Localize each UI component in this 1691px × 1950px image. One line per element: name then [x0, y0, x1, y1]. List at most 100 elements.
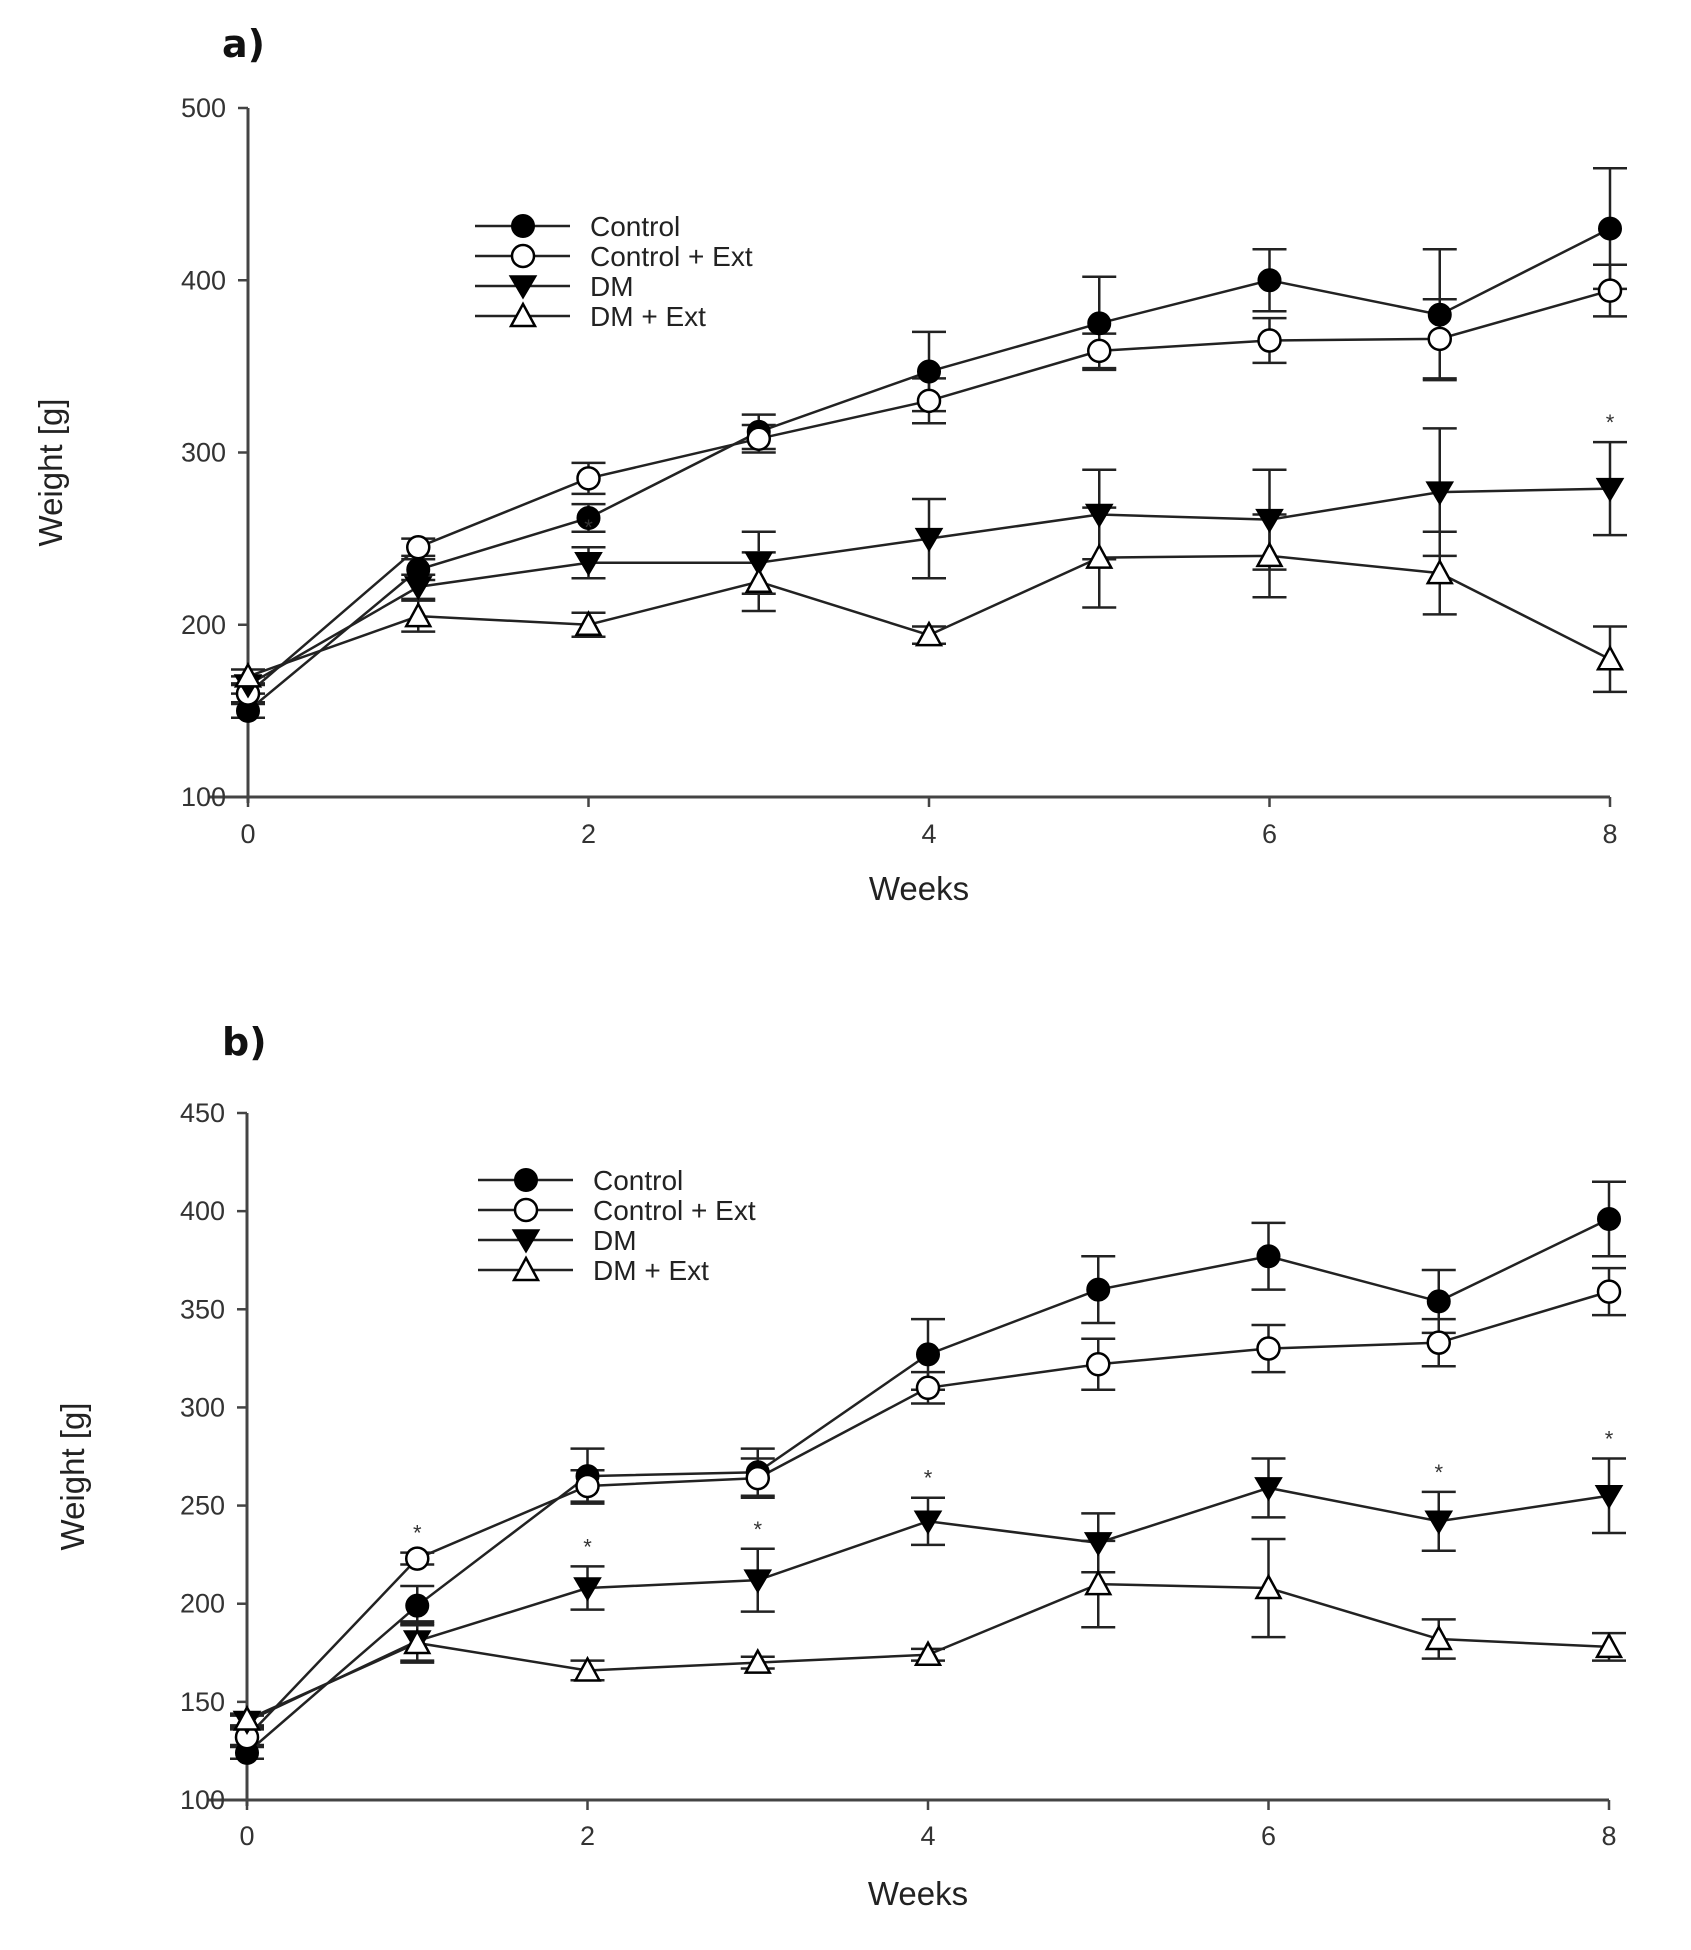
data-point	[746, 426, 771, 451]
y-tick-label: 350	[180, 1294, 225, 1324]
data-point	[573, 1577, 602, 1602]
chart-b: 100 150 200 250 300 350 400 450 0 2 4 6 8 Weeks Weight…	[54, 1098, 1626, 1912]
panel-label-a: a)	[222, 22, 266, 66]
data-point	[916, 1342, 940, 1367]
significance-marker: *	[753, 1517, 762, 1542]
data-point	[405, 1546, 430, 1571]
data-point	[744, 567, 773, 593]
panel-label-b: b)	[222, 1020, 267, 1064]
y-tick-label: 150	[180, 1687, 225, 1717]
legend-marker	[511, 1229, 541, 1254]
y-tick-label: 300	[180, 1392, 225, 1422]
data-point	[1594, 1485, 1624, 1510]
data-point	[1425, 558, 1454, 585]
data-point	[574, 551, 603, 577]
data-point	[743, 1647, 772, 1674]
significance-marker: *	[924, 1466, 933, 1491]
x-axis-title: Weeks	[868, 1875, 968, 1912]
x-tick-label: 4	[921, 819, 936, 849]
data-point	[1427, 326, 1452, 352]
x-axis-title: Weeks	[869, 870, 969, 907]
legend-label: DM	[593, 1225, 637, 1256]
y-tick-label: 500	[181, 93, 226, 123]
data-point	[1086, 1277, 1111, 1302]
data-point	[1086, 1351, 1111, 1377]
y-tick-label: 300	[181, 438, 226, 468]
legend-label: Control + Ext	[590, 241, 753, 272]
x-tick-label: 2	[581, 819, 596, 849]
data-point	[1426, 1289, 1451, 1314]
data-point	[913, 1640, 943, 1666]
y-tick-label: 400	[180, 1196, 225, 1226]
data-point	[1424, 1510, 1454, 1535]
legend-label: Control + Ext	[593, 1195, 756, 1226]
x-tick-label: 6	[1261, 1821, 1276, 1851]
data-point	[1255, 541, 1284, 568]
data-point	[232, 1704, 262, 1731]
data-point	[1598, 216, 1622, 241]
data-point	[573, 1655, 602, 1682]
x-tick-label: 8	[1601, 1821, 1616, 1851]
data-point	[913, 1510, 943, 1535]
data-point	[1084, 503, 1114, 528]
legend-marker	[510, 243, 536, 269]
significance-marker: *	[1605, 1426, 1614, 1451]
series-dm-ext	[230, 1537, 1626, 1727]
data-point	[1597, 278, 1623, 303]
data-point	[1085, 542, 1114, 569]
data-point	[745, 1465, 770, 1491]
data-point	[1083, 1532, 1113, 1557]
data-point	[1595, 477, 1625, 503]
y-axis-title: Weight [g]	[54, 1403, 91, 1551]
legend-marker	[508, 301, 538, 328]
x-tick-label: 6	[1262, 819, 1277, 849]
legend-marker	[508, 275, 538, 300]
x-tick-label: 0	[239, 1821, 254, 1851]
significance-marker: *	[413, 1521, 422, 1546]
data-point	[576, 505, 601, 530]
data-point	[1256, 1336, 1281, 1361]
data-point	[915, 1375, 941, 1401]
significance-marker: *	[1434, 1460, 1443, 1485]
significance-marker: *	[1606, 410, 1615, 435]
legend-label: DM + Ext	[593, 1255, 709, 1286]
x-tick-label: 4	[920, 1821, 935, 1851]
data-point	[406, 534, 431, 560]
series-dm	[230, 1457, 1626, 1729]
data-point	[917, 359, 941, 384]
x-tick-label: 8	[1602, 819, 1617, 849]
x-tick-label: 0	[240, 819, 255, 849]
y-axis-title: Weight [g]	[32, 399, 69, 547]
legend-marker	[514, 1168, 538, 1192]
data-point	[1597, 1206, 1621, 1231]
data-point	[1427, 302, 1452, 327]
data-point	[1256, 1244, 1281, 1269]
data-point	[1087, 338, 1112, 364]
legend-marker	[513, 1197, 539, 1223]
legend-label: Control	[590, 211, 680, 242]
data-point	[233, 661, 263, 688]
data-point	[404, 601, 433, 628]
legend-marker	[511, 214, 535, 238]
data-point	[1257, 268, 1282, 293]
data-point	[576, 466, 601, 491]
y-tick-label: 450	[180, 1098, 225, 1128]
y-tick-label: 100	[181, 782, 226, 812]
series-dm	[231, 427, 1627, 695]
legend-label: DM + Ext	[590, 301, 706, 332]
data-point	[1255, 508, 1284, 534]
significance-marker: *	[584, 515, 593, 540]
data-point	[914, 620, 944, 647]
data-point	[1425, 481, 1455, 506]
y-tick-label: 400	[181, 265, 226, 295]
data-point	[403, 1628, 432, 1655]
data-point	[405, 1593, 430, 1618]
data-point	[574, 610, 603, 636]
chart-a: 100 200 300 400 500 0 2 4 6 8 Weeks Weight [g] * * Con…	[32, 93, 1627, 907]
data-point	[1257, 328, 1282, 353]
data-point	[575, 1473, 600, 1499]
legend-marker	[511, 1255, 541, 1282]
data-point	[743, 1569, 773, 1594]
